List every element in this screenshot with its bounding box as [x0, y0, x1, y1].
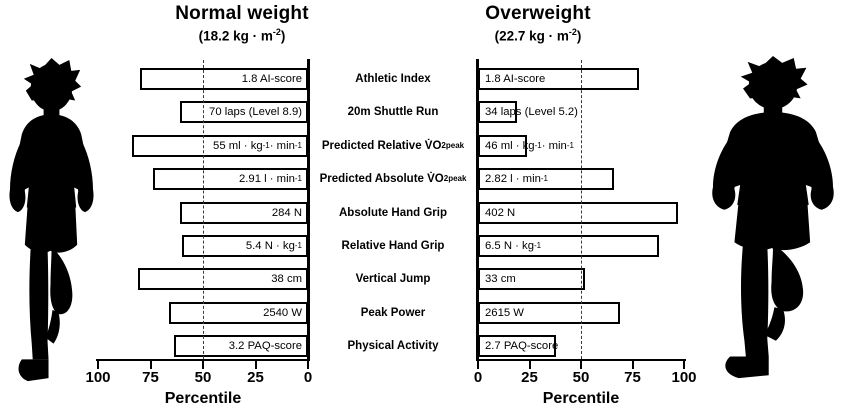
category-label: Predicted Absolute V̇O 2peak	[319, 173, 467, 186]
bar-row-overweight-8: 2.7 PAQ-score	[478, 335, 684, 358]
bar-value-label: 46 ml · kg -1 · min -1	[485, 139, 574, 152]
bar-row-overweight-2: 46 ml · kg -1 · min -1	[478, 134, 684, 157]
overweight-title: Overweight	[485, 3, 591, 24]
axis-tick	[97, 361, 99, 369]
axis-tick	[528, 361, 531, 369]
axis-tick	[254, 361, 257, 369]
category-label: Vertical Jump	[355, 273, 431, 286]
fiftieth-percentile-reference-line-right	[581, 60, 582, 359]
axis-tick-label: 100	[85, 369, 111, 386]
axis-tick-label: 75	[624, 369, 641, 386]
overweight-header: Overweight (22.7 kg · m-2)	[438, 3, 638, 44]
overweight-chart: Percentile 1.8 AI-score 34 laps (Level 5.…	[474, 59, 697, 407]
bar-row-normal-weight-5: 5.4 N · kg -1	[98, 235, 308, 257]
normal-weight-child-silhouette	[9, 57, 94, 382]
bar-value-label: 284 N	[271, 206, 302, 219]
bar-value-label: 2615 W	[485, 306, 524, 319]
bar-row-normal-weight-3: 2.91 l · min -1	[98, 168, 308, 191]
bar-value-label: 3.2 PAQ-score	[228, 340, 302, 353]
bar-row-overweight-5: 6.5 N · kg -1	[478, 235, 684, 257]
percentile-bar	[478, 101, 517, 124]
axis-tick-label: 50	[194, 369, 212, 386]
bar-row-overweight-3: 2.82 l · min -1	[478, 168, 684, 191]
bar-value-label: 5.4 N · kg -1	[245, 240, 302, 252]
bar-row-overweight-7: 2615 W	[478, 301, 684, 324]
percentile-bar	[478, 68, 639, 90]
bar-value-label: 2.7 PAQ-score	[485, 340, 559, 353]
axis-tick-label: 25	[521, 369, 538, 386]
bar-row-overweight-1: 34 laps (Level 5.2)	[478, 101, 684, 124]
bar-value-label: 2.91 l · min -1	[238, 173, 302, 186]
bar-row-overweight-6: 33 cm	[478, 268, 684, 291]
axis-tick-label: 0	[473, 369, 483, 386]
axis-tick	[477, 361, 479, 369]
category-label: Peak Power	[360, 306, 426, 319]
normal-weight-chart: Percentile 1.8 AI-score 70 laps (Level 8.…	[85, 59, 312, 407]
axis-tick-label: 100	[671, 369, 697, 386]
category-label: Athletic Index	[355, 73, 431, 85]
bar-row-normal-weight-0: 1.8 AI-score	[98, 68, 308, 90]
bar-row-normal-weight-2: 55 ml · kg -1 · min -1	[98, 134, 308, 157]
percentile-bar	[478, 168, 614, 191]
percentile-bar	[478, 301, 620, 324]
percentile-bar	[478, 235, 659, 257]
bar-row-normal-weight-8: 3.2 PAQ-score	[98, 335, 308, 358]
axis-tick-label: 50	[572, 369, 590, 386]
bar-value-label: 2540 W	[263, 306, 302, 319]
category-labels-column: Athletic Index 20m Shuttle Run Predicted R…	[308, 59, 478, 360]
bar-value-label: 55 ml · kg -1 · min -1	[213, 139, 302, 152]
normal-weight-axis-label: Percentile	[164, 390, 242, 407]
category-label: Predicted Relative V̇O 2peak	[321, 139, 465, 152]
normal-weight-chart-percentile-axis	[96, 358, 310, 361]
bar-row-overweight-0: 1.8 AI-score	[478, 68, 684, 90]
bar-row-overweight-4: 402 N	[478, 201, 684, 224]
bar-value-label: 1.8 AI-score	[485, 73, 546, 85]
overweight-chart-percentile-axis	[476, 358, 686, 361]
normal-weight-chart-baseline-axis	[307, 59, 310, 360]
overweight-bmi-subtitle: (22.7 kg · m-2)	[494, 27, 582, 44]
axis-tick	[631, 361, 634, 369]
bar-row-normal-weight-1: 70 laps (Level 8.9)	[98, 101, 308, 124]
bar-row-normal-weight-4: 284 N	[98, 201, 308, 224]
bar-value-label: 34 laps (Level 5.2)	[485, 106, 578, 119]
normal-weight-header: Normal weight (18.2 kg · m-2)	[142, 3, 342, 44]
axis-tick-label: 25	[247, 369, 264, 386]
bar-value-label: 38 cm	[271, 273, 302, 286]
normal-weight-bmi-subtitle: (18.2 kg · m-2)	[198, 27, 286, 44]
axis-tick	[683, 361, 685, 369]
category-label: Physical Activity	[347, 340, 439, 353]
category-label: Relative Hand Grip	[341, 240, 445, 252]
percentile-bar	[478, 201, 678, 224]
percentile-bar	[478, 335, 556, 358]
axis-tick	[149, 361, 152, 369]
bar-value-label: 70 laps (Level 8.9)	[209, 106, 302, 119]
percentile-bar	[478, 268, 585, 291]
bar-value-label: 1.8 AI-score	[241, 73, 302, 85]
bar-value-label: 6.5 N · kg -1	[485, 240, 542, 252]
percentile-bar	[478, 134, 527, 157]
overweight-axis-label: Percentile	[542, 390, 620, 407]
fiftieth-percentile-reference-line-left	[203, 60, 204, 359]
axis-tick-label: 75	[142, 369, 159, 386]
axis-tick-label: 0	[303, 369, 313, 386]
overweight-child-silhouette	[712, 55, 834, 379]
category-label: Absolute Hand Grip	[339, 206, 447, 219]
bar-row-normal-weight-6: 38 cm	[98, 268, 308, 291]
bar-value-label: 2.82 l · min -1	[485, 173, 549, 186]
axis-tick	[580, 361, 582, 369]
overweight-chart-baseline-axis	[476, 59, 479, 360]
category-label: 20m Shuttle Run	[347, 106, 439, 119]
bar-value-label: 402 N	[485, 206, 516, 219]
axis-tick	[307, 361, 309, 369]
axis-tick	[202, 361, 204, 369]
bar-value-label: 33 cm	[485, 273, 516, 286]
normal-weight-title: Normal weight	[175, 3, 309, 24]
